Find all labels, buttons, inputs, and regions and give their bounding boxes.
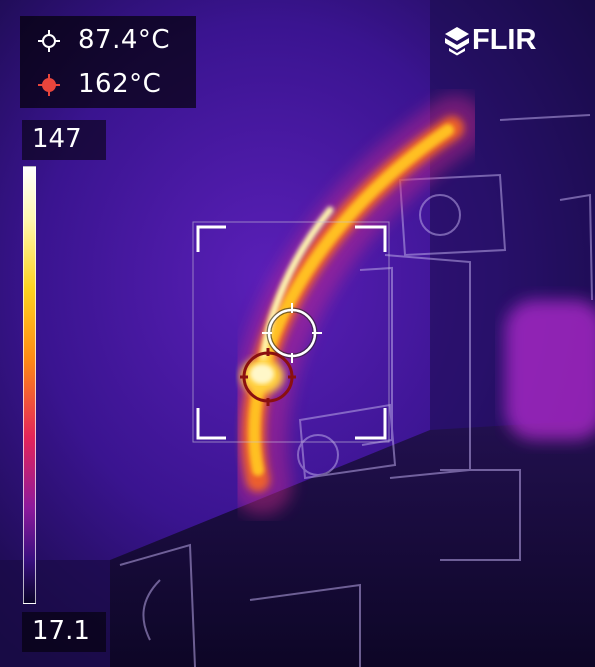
spot-temperature-row: 87.4°C bbox=[20, 20, 196, 60]
scale-max-label: 147 bbox=[22, 120, 106, 160]
hot-spot-marker[interactable] bbox=[240, 348, 296, 406]
flir-logo: FLIR bbox=[444, 24, 564, 56]
scale-min-label: 17.1 bbox=[22, 612, 106, 652]
hot-spot-icon bbox=[38, 74, 60, 96]
flir-logo-icon bbox=[445, 27, 469, 56]
scale-min-value: 17.1 bbox=[32, 616, 90, 646]
measurement-box[interactable] bbox=[192, 221, 390, 443]
machine-outlines bbox=[119, 114, 593, 667]
color-scale-bar bbox=[23, 166, 36, 604]
scale-max-value: 147 bbox=[32, 124, 82, 154]
spot-temperature-value: 87.4°C bbox=[78, 25, 171, 55]
temperature-readout-panel: 87.4°C 162°C bbox=[20, 16, 196, 108]
flir-logo-text: FLIR bbox=[472, 24, 537, 56]
crosshair-icon bbox=[38, 30, 60, 52]
spot-meter-marker[interactable] bbox=[262, 303, 322, 363]
max-temperature-row: 162°C bbox=[20, 64, 196, 104]
max-temperature-value: 162°C bbox=[78, 69, 162, 99]
